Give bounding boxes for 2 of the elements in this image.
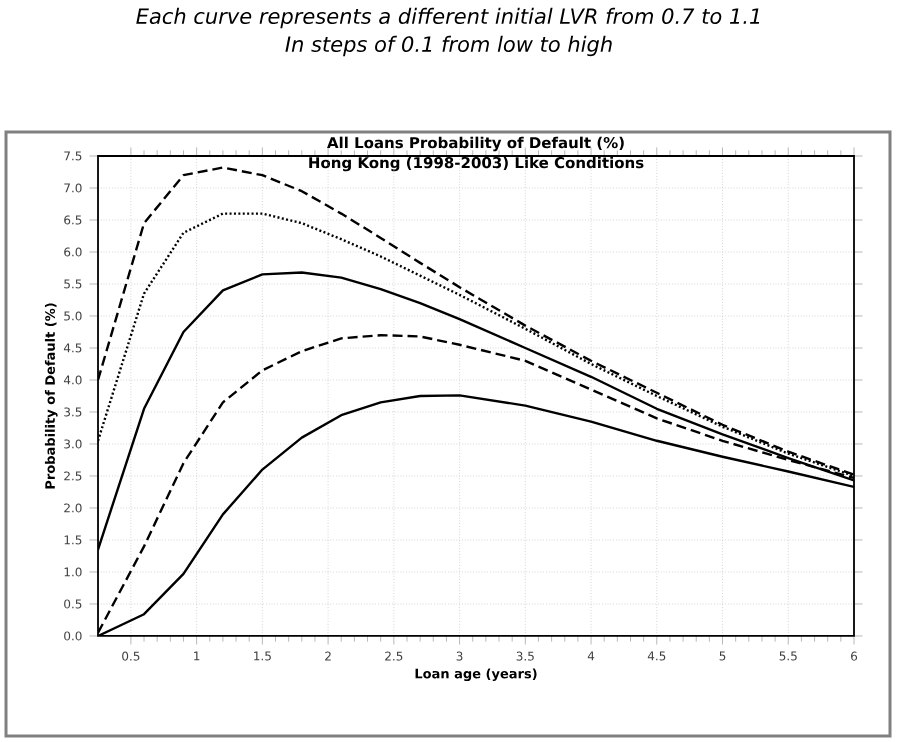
text: In steps of 0.1 from low to high (285, 35, 612, 57)
text: Each curve represents a different initial LVR from 0.7 to 1.1 (136, 7, 760, 29)
